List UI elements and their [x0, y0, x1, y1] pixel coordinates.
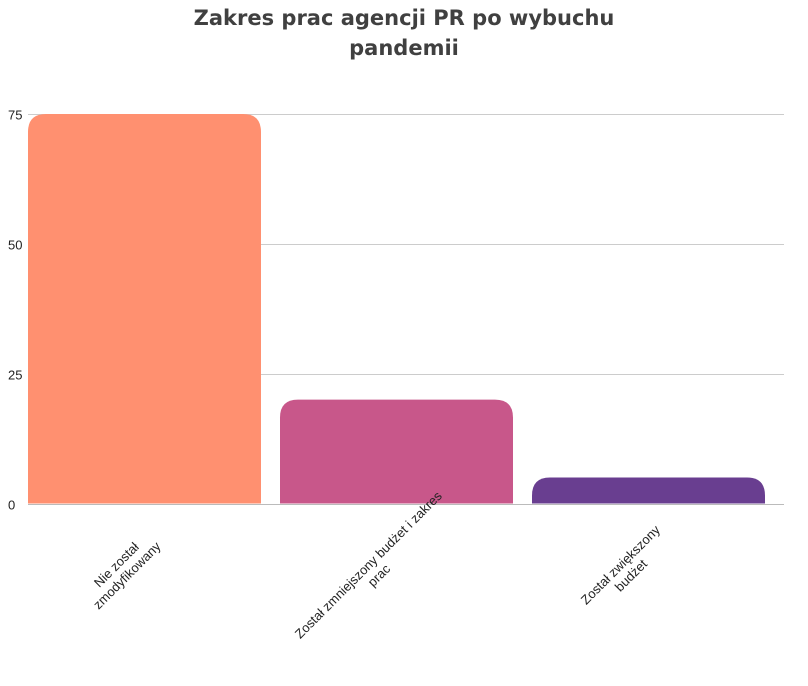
- x-category-label-2: Został zmniejszony budżet i zakresprac: [292, 488, 456, 652]
- y-axis-ticks: 0 25 50 75: [8, 108, 22, 513]
- y-tick-label-25: 25: [8, 368, 22, 383]
- y-tick-label-50: 50: [8, 238, 22, 253]
- chart-title-line-2: pandemii: [349, 36, 459, 60]
- y-tick-label-75: 75: [8, 108, 22, 123]
- bar-2: [280, 399, 513, 504]
- x-category-label-3: Został zwiększonybudżet: [578, 522, 674, 618]
- x-category-label-1: Nie zostałzmodyfikowany: [80, 528, 164, 612]
- bars: [28, 114, 765, 504]
- bar-3: [532, 477, 765, 504]
- bar-1: [28, 114, 261, 504]
- chart-title: Zakres prac agencji PR po wybuchu pandem…: [0, 0, 808, 63]
- x-axis-labels: Nie zostałzmodyfikowany Został zmniejszon…: [80, 488, 674, 652]
- y-tick-label-0: 0: [8, 498, 15, 513]
- chart-title-line-1: Zakres prac agencji PR po wybuchu: [193, 6, 615, 30]
